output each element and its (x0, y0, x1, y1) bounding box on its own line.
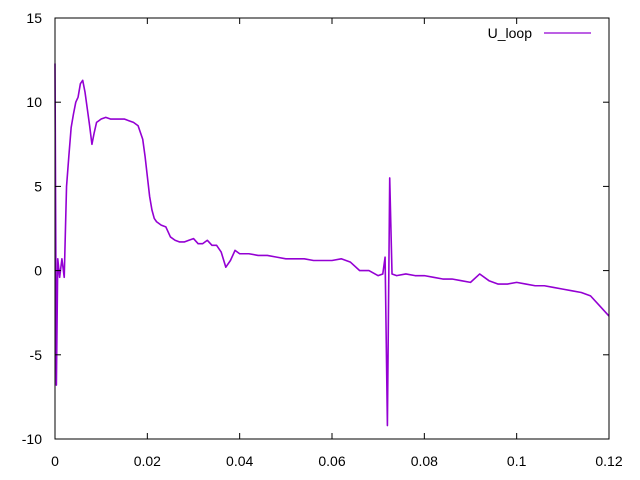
y-tick-label: 15 (26, 10, 42, 26)
y-tick-label: 0 (34, 263, 42, 279)
x-tick-label: 0.06 (318, 453, 345, 469)
y-tick-label: 10 (26, 94, 42, 110)
y-tick-label: -5 (30, 347, 43, 363)
x-axis: 0 0.02 0.04 0.06 0.08 0.1 0.12 (51, 18, 623, 469)
legend: U_loop (488, 25, 591, 41)
series-line-u-loop (54, 63, 610, 427)
x-tick-label: 0.12 (595, 453, 622, 469)
x-tick-label: 0 (51, 453, 59, 469)
legend-label-u-loop: U_loop (488, 25, 533, 41)
series-layer (54, 63, 610, 427)
x-tick-label: 0.08 (411, 453, 438, 469)
x-tick-label: 0.02 (134, 453, 161, 469)
x-tick-label: 0.04 (226, 453, 253, 469)
y-tick-label: -10 (22, 431, 42, 447)
y-tick-label: 5 (34, 178, 42, 194)
x-tick-label: 0.1 (507, 453, 527, 469)
y-axis: -10 -5 0 5 10 15 (22, 10, 609, 447)
